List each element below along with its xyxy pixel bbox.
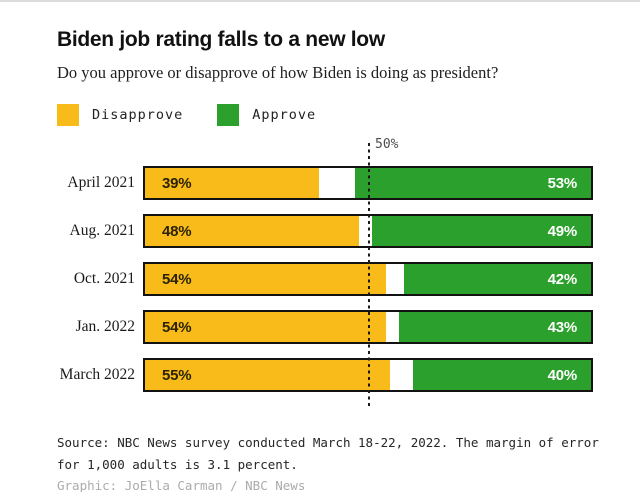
disapprove-segment: 55% (145, 360, 391, 390)
disapprove-value: 54% (162, 318, 192, 336)
disapprove-segment: 54% (145, 312, 386, 342)
chart-row: Aug. 2021 48% 49% (57, 214, 593, 248)
approve-value: 43% (547, 318, 578, 336)
approve-segment: 43% (399, 312, 591, 342)
approve-value: 53% (547, 174, 578, 192)
disapprove-value: 55% (162, 366, 192, 384)
page-title: Biden job rating falls to a new low (57, 28, 385, 51)
chart-row: Oct. 2021 54% 42% (57, 262, 593, 296)
category-label: Aug. 2021 (69, 222, 135, 239)
category-label: April 2021 (67, 174, 135, 191)
approve-segment: 42% (403, 264, 591, 294)
disapprove-segment: 54% (145, 264, 386, 294)
fifty-percent-label: 50% (375, 137, 399, 154)
source-note: Source: NBC News survey conducted March … (57, 435, 599, 472)
legend-label: Disapprove (92, 107, 184, 123)
approve-value: 42% (547, 270, 578, 288)
disapprove-segment: 48% (145, 216, 360, 246)
footer: Source: NBC News survey conducted March … (57, 432, 599, 492)
graphic-credit: Graphic: JoElla Carman / NBC News (57, 477, 306, 492)
legend-label: Approve (252, 107, 317, 123)
chart-row: March 2022 55% 40% (57, 358, 593, 392)
legend: Disapprove Approve (57, 104, 593, 126)
disapprove-value: 48% (162, 222, 192, 240)
disapprove-segment: 39% (145, 168, 319, 198)
category-label: Oct. 2021 (73, 270, 135, 287)
category-label: March 2022 (59, 366, 135, 383)
category-label: Jan. 2022 (75, 318, 135, 335)
approve-value: 40% (547, 366, 578, 384)
disapprove-value: 54% (162, 270, 192, 288)
chart-row: Jan. 2022 54% 43% (57, 310, 593, 344)
legend-swatch (57, 104, 79, 126)
chart-row: April 2021 39% 53% (57, 166, 593, 200)
approve-segment: 49% (372, 216, 591, 246)
chart-question: Do you approve or disapprove of how Bide… (57, 63, 499, 82)
approve-value: 49% (547, 222, 578, 240)
legend-item-disapprove: Disapprove (57, 104, 183, 126)
disapprove-value: 39% (162, 174, 192, 192)
chart-area: 50% April 2021 39% 53% Aug. 2021 (57, 137, 593, 410)
bar-rows: April 2021 39% 53% Aug. 2021 48 (57, 140, 593, 392)
legend-swatch (217, 104, 240, 126)
approve-segment: 40% (412, 360, 591, 390)
legend-item-approve: Approve (217, 104, 316, 126)
approve-segment: 53% (354, 168, 591, 198)
fifty-percent-reference-line (368, 143, 370, 408)
